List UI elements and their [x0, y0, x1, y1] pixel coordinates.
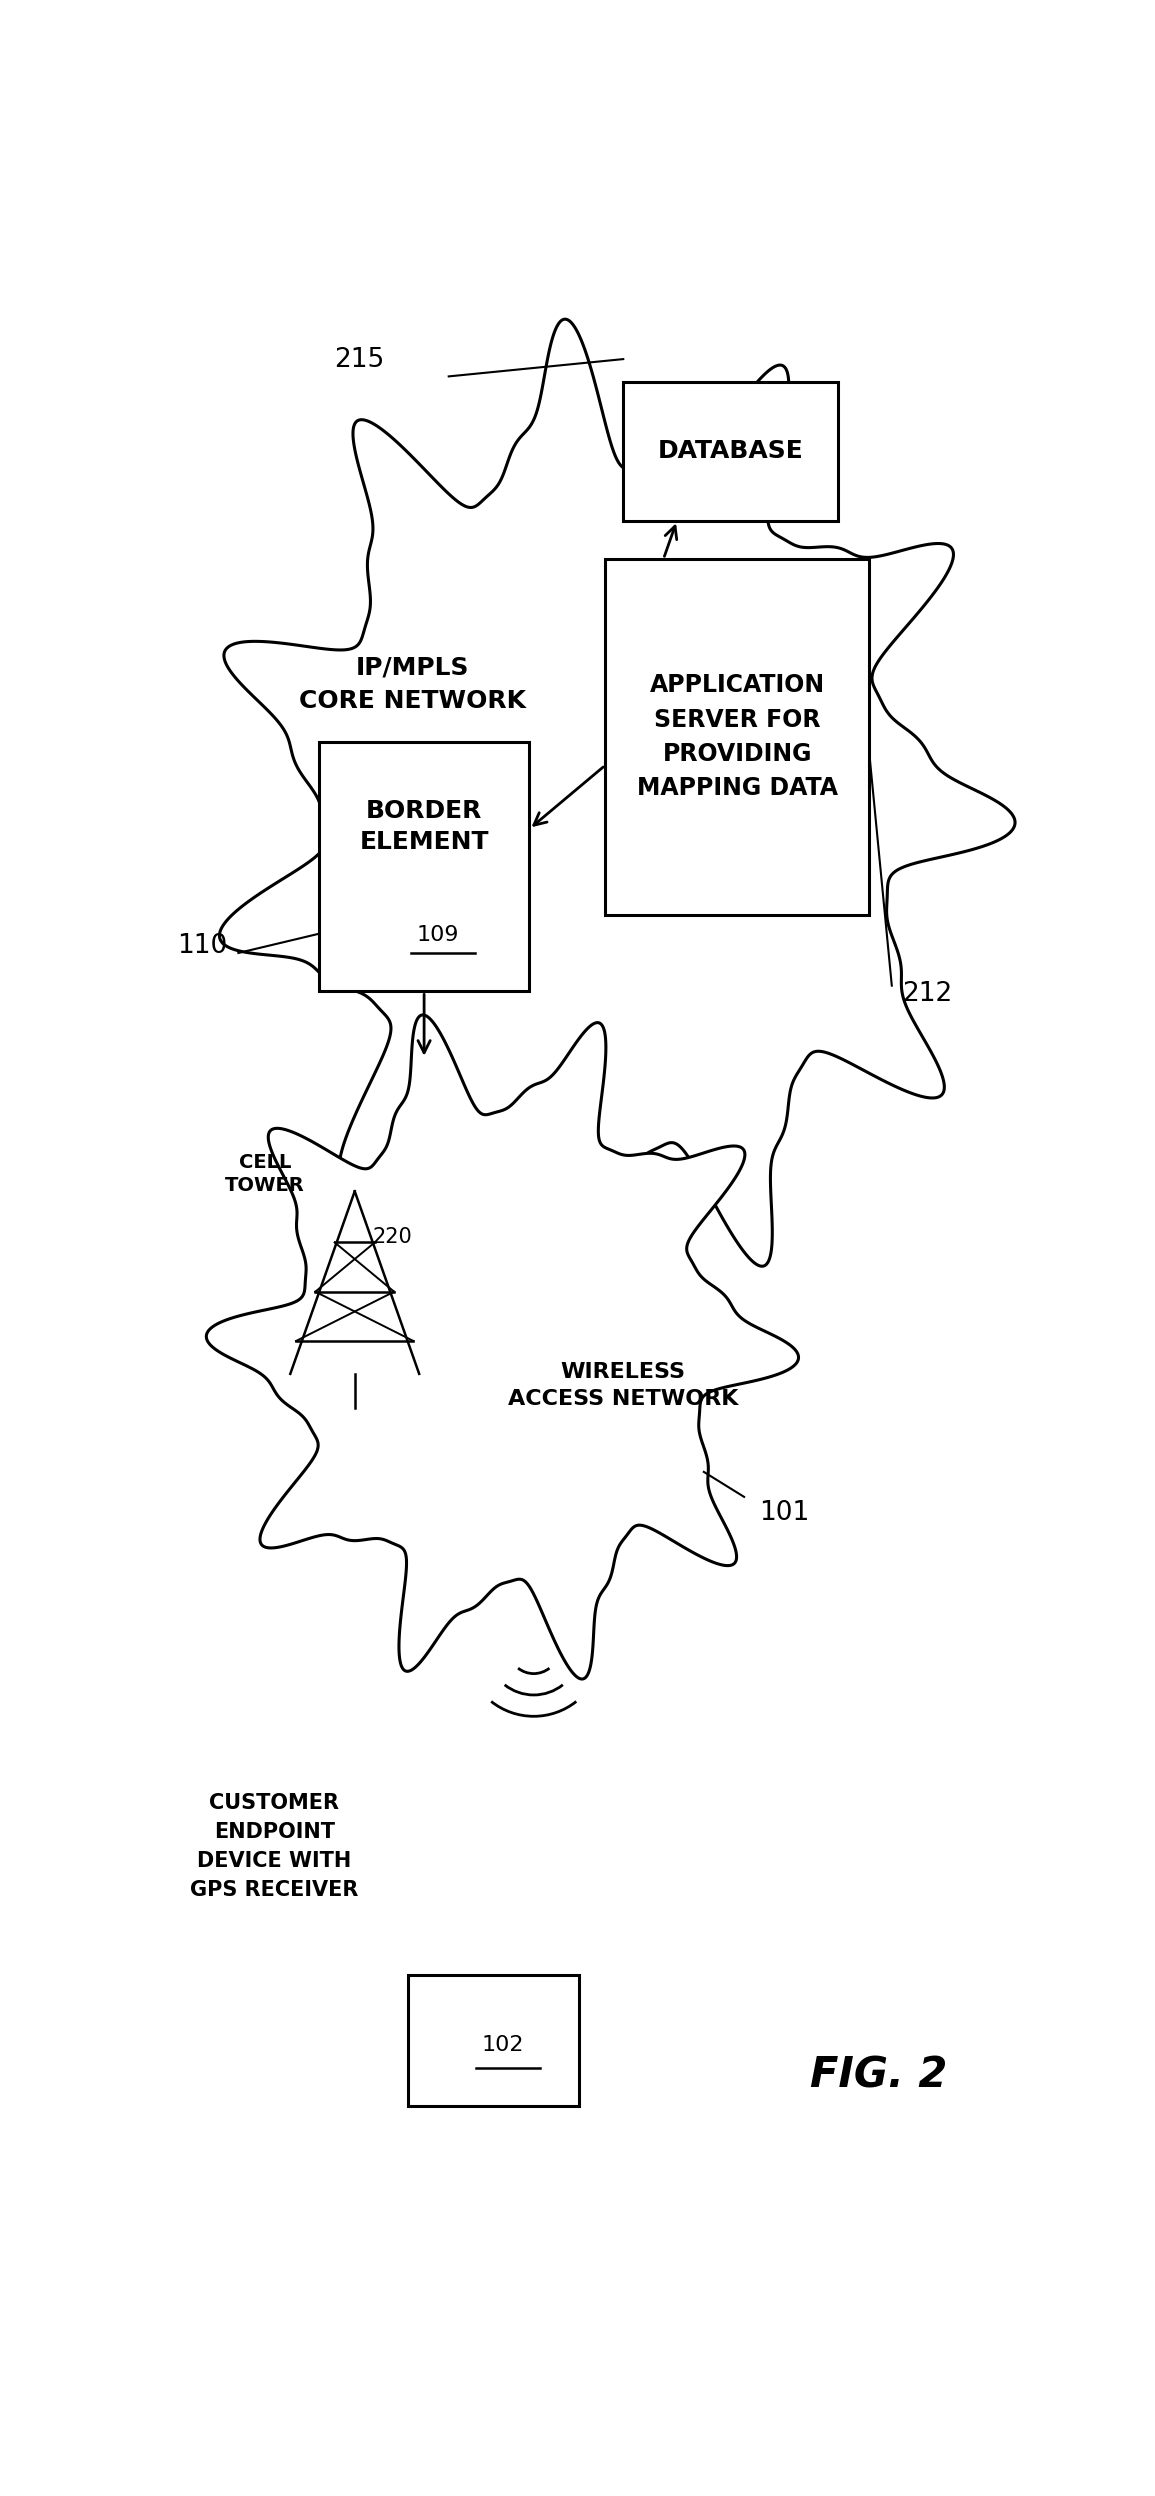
- Text: 212: 212: [902, 981, 953, 1006]
- Text: BORDER
ELEMENT: BORDER ELEMENT: [359, 799, 489, 854]
- Polygon shape: [219, 319, 1015, 1293]
- Text: APPLICATION
SERVER FOR
PROVIDING
MAPPING DATA: APPLICATION SERVER FOR PROVIDING MAPPING…: [636, 674, 837, 801]
- Text: 101: 101: [759, 1500, 810, 1525]
- Text: FIG. 2: FIG. 2: [810, 2054, 947, 2097]
- Text: 220: 220: [373, 1228, 412, 1248]
- Text: DATABASE: DATABASE: [658, 439, 804, 464]
- Text: 110: 110: [178, 934, 228, 958]
- Text: 102: 102: [482, 2034, 523, 2054]
- FancyBboxPatch shape: [605, 559, 870, 914]
- Text: CELL
TOWER: CELL TOWER: [225, 1153, 305, 1196]
- Text: 109: 109: [416, 926, 459, 946]
- Text: 215: 215: [334, 347, 385, 372]
- Text: WIRELESS
ACCESS NETWORK: WIRELESS ACCESS NETWORK: [508, 1363, 738, 1408]
- Text: CUSTOMER
ENDPOINT
DEVICE WITH
GPS RECEIVER: CUSTOMER ENDPOINT DEVICE WITH GPS RECEIV…: [189, 1795, 358, 1899]
- FancyBboxPatch shape: [624, 382, 839, 522]
- Polygon shape: [207, 1016, 798, 1680]
- FancyBboxPatch shape: [319, 741, 529, 991]
- FancyBboxPatch shape: [409, 1974, 579, 2107]
- Text: IP/MPLS
CORE NETWORK: IP/MPLS CORE NETWORK: [299, 654, 527, 714]
